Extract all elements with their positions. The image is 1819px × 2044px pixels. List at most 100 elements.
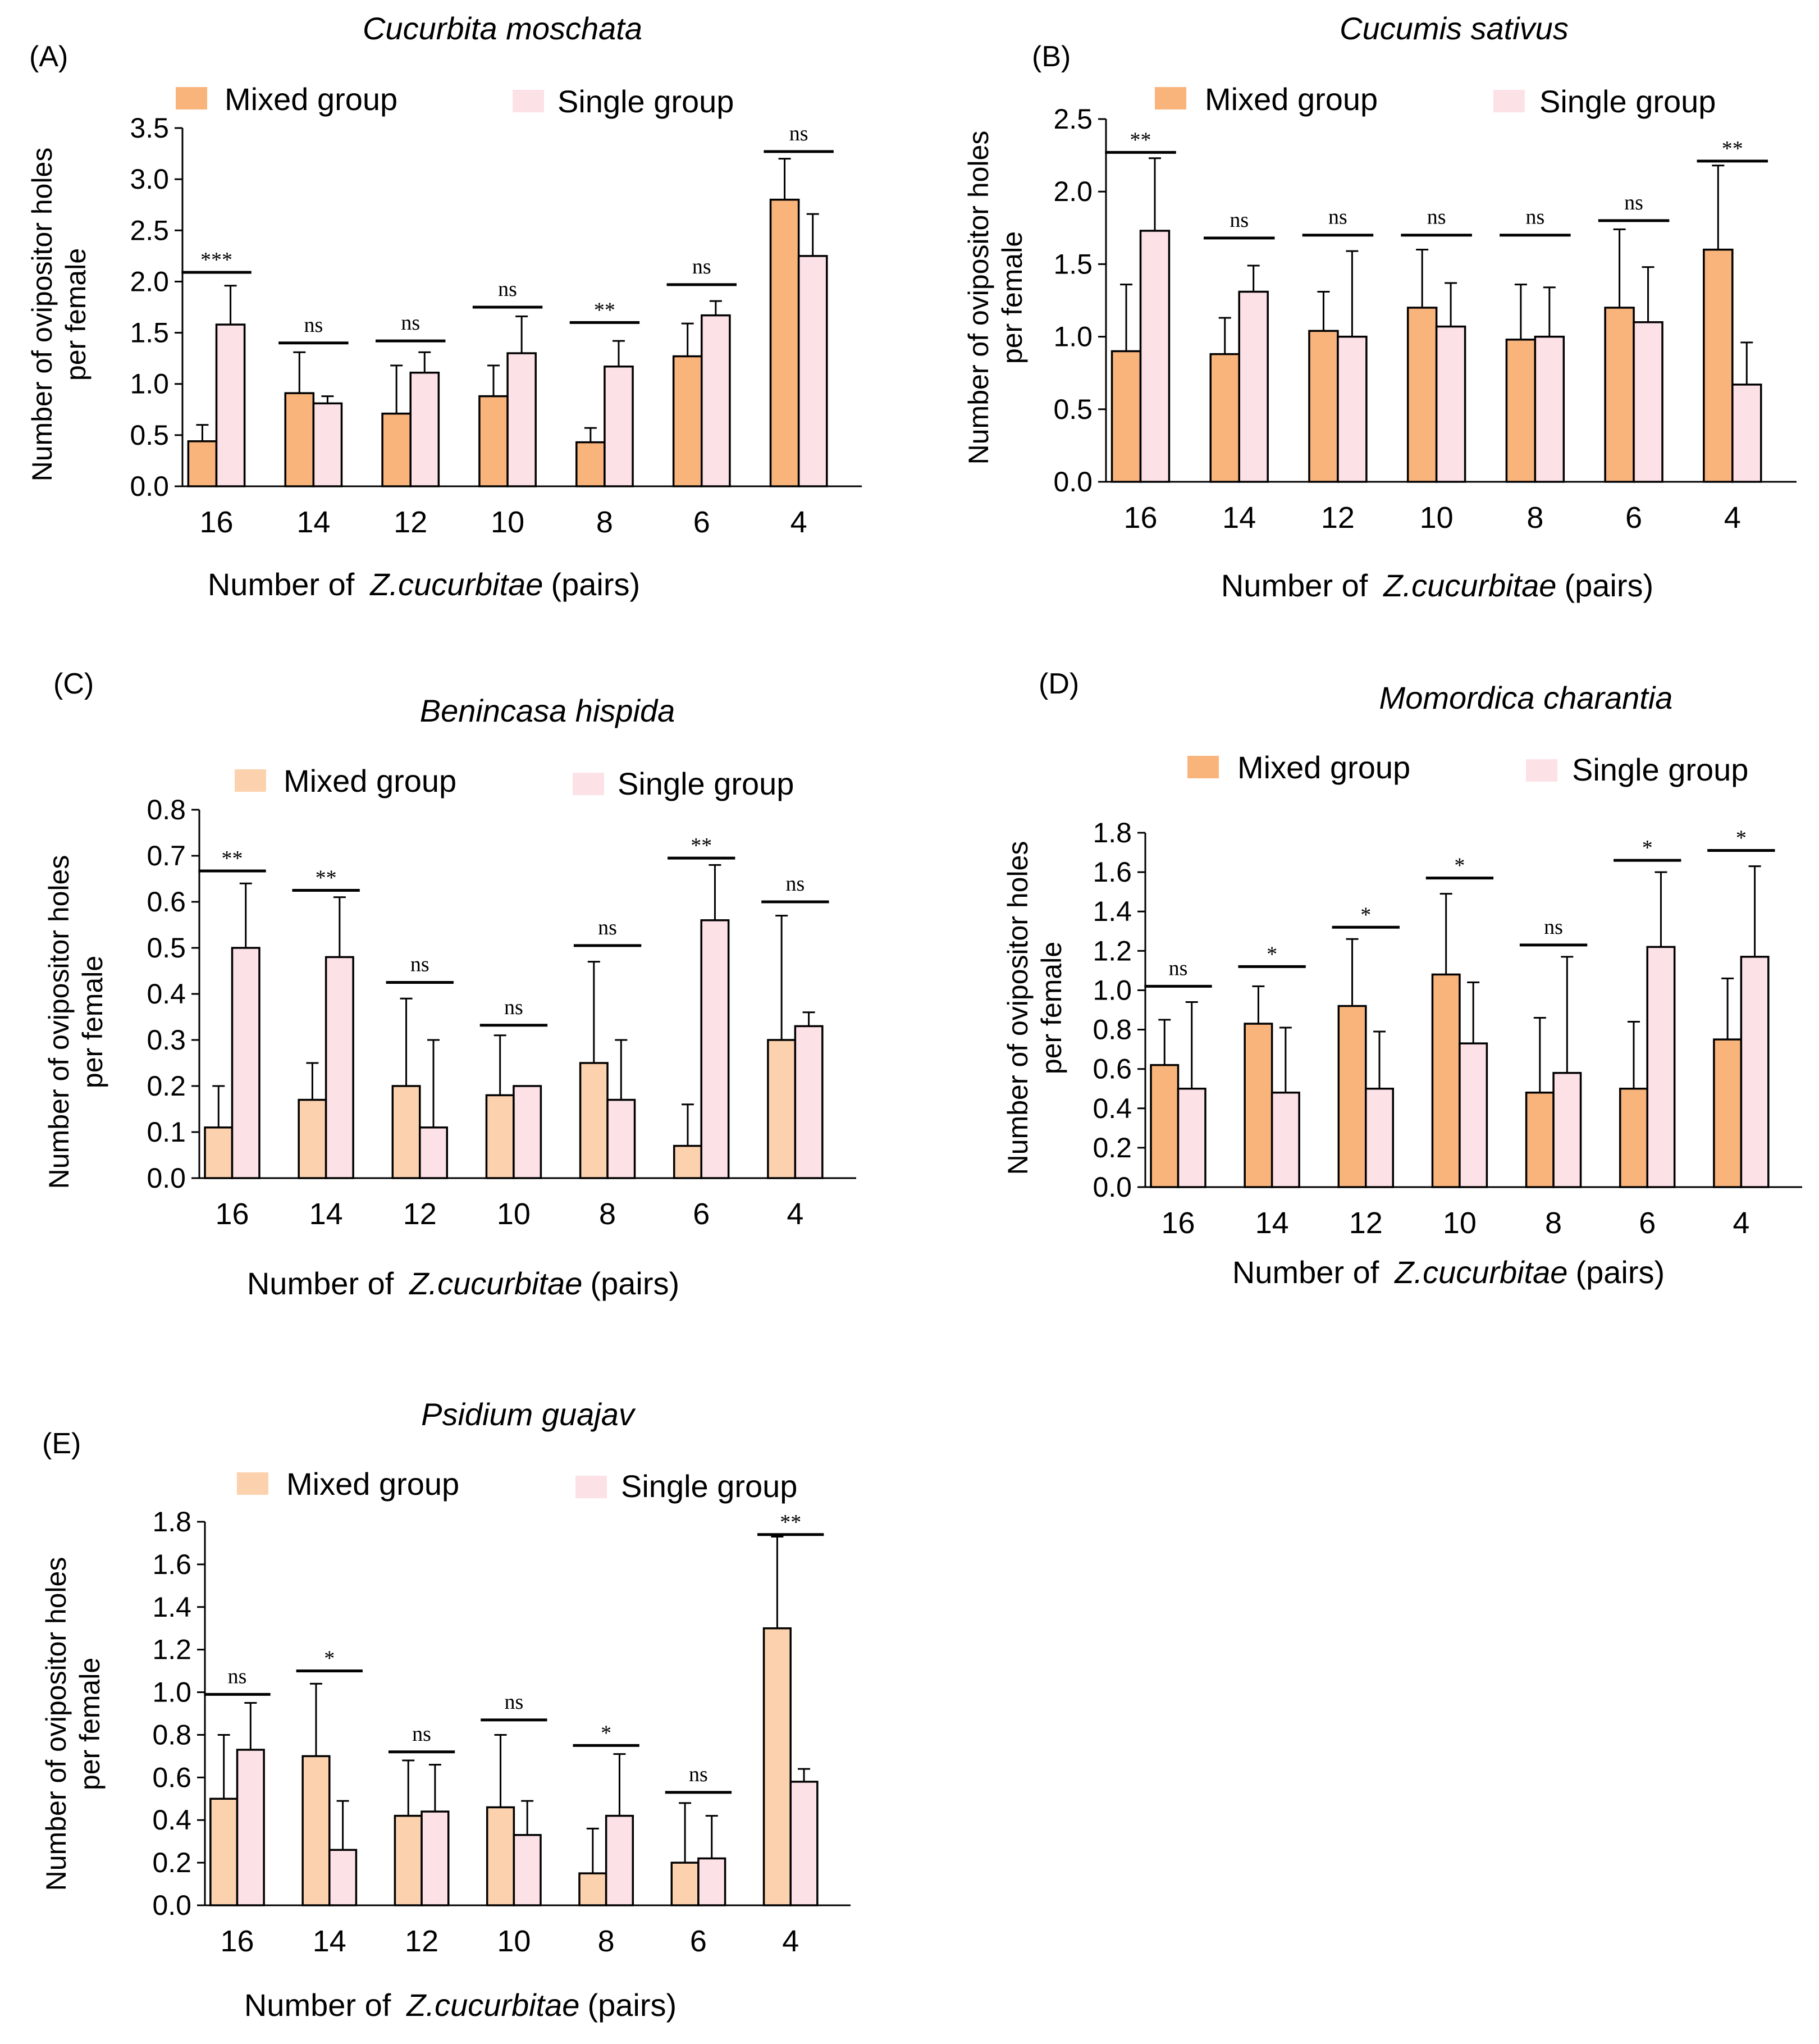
panel-title: Cucurbita moschata — [363, 11, 642, 46]
y-tick-label: 2.5 — [1053, 103, 1093, 135]
legend-single-label: Single group — [621, 1468, 797, 1504]
y-tick-label: 0.2 — [1093, 1132, 1132, 1164]
panel-title: Psidium guajav — [421, 1397, 636, 1432]
x-tick-label: 12 — [1349, 1206, 1383, 1240]
y-tick-label: 0.4 — [152, 1804, 191, 1836]
legend-single-label: Single group — [1539, 84, 1716, 119]
bar-mixed — [1703, 248, 1734, 483]
y-tick-label: 1.5 — [130, 317, 169, 349]
bar-mixed — [1308, 330, 1339, 483]
y-tick-label: 3.0 — [130, 163, 169, 195]
bar-mixed — [579, 1062, 609, 1179]
significance-label: ** — [1130, 128, 1151, 152]
y-tick-label: 1.4 — [152, 1591, 191, 1623]
y-tick-label: 1.0 — [1093, 974, 1132, 1006]
y-tick-label: 2.0 — [1053, 176, 1093, 207]
x-tick-label: 4 — [782, 1924, 799, 1958]
x-tick-label: 14 — [1255, 1206, 1289, 1240]
significance-label: ns — [1328, 206, 1347, 229]
y-tick-label: 1.6 — [152, 1549, 191, 1580]
plot-area: 0.0 0.5 1.0 1.5 2.0 2.5 3.0 3.5 16 *** 14 ns 12 ns 10 n… — [130, 112, 862, 539]
legend-single-swatch — [513, 90, 544, 112]
x-tick-label: 8 — [599, 1197, 616, 1231]
y-tick-label: 0.6 — [147, 886, 186, 918]
y-tick-label: 0.8 — [152, 1719, 191, 1750]
bar-single — [328, 1849, 358, 1906]
significance-label: ns — [228, 1664, 247, 1688]
x-axis-label: Number of Z.cucurbitae (pairs) — [1221, 568, 1653, 603]
significance-label: ** — [594, 298, 615, 322]
bar-single — [1139, 230, 1171, 483]
bar-mixed — [485, 1094, 515, 1179]
bar-mixed — [1431, 973, 1461, 1188]
y-tick-label: 0.4 — [1093, 1093, 1132, 1124]
y-tick-label: 0.2 — [147, 1070, 186, 1102]
legend-single-label: Single group — [1572, 752, 1748, 787]
bar-mixed — [394, 1814, 423, 1906]
y-tick-label: 2.0 — [130, 266, 169, 297]
bar-mixed — [486, 1806, 515, 1906]
x-tick-label: 14 — [296, 505, 330, 539]
bar-mixed — [391, 1085, 421, 1179]
y-tick-label: 0.8 — [1093, 1014, 1132, 1046]
significance-label: ns — [1544, 915, 1563, 939]
bar-mixed — [672, 355, 703, 487]
legend-mixed-label: Mixed group — [286, 1466, 459, 1502]
legend-mixed-swatch — [237, 1472, 268, 1495]
panel-title: Momordica charantia — [1379, 680, 1673, 715]
bar-single — [513, 1085, 542, 1179]
bar-single — [419, 1126, 449, 1179]
y-tick-label: 0.0 — [1053, 466, 1093, 498]
significance-label: * — [601, 1721, 611, 1745]
bar-mixed — [209, 1797, 239, 1906]
y-axis-label-line1: Number of ovipositor holes — [1002, 841, 1034, 1175]
bar-mixed — [1604, 307, 1635, 483]
x-tick-label: 16 — [215, 1197, 249, 1231]
y-tick-label: 1.6 — [1093, 856, 1132, 888]
plot-area: 0.0 0.2 0.4 0.6 0.8 1.0 1.2 1.4 1.6 1.8 16 ns 14 * 12 *… — [1093, 817, 1802, 1240]
bar-single — [1365, 1087, 1395, 1188]
bar-single — [421, 1810, 450, 1906]
x-tick-label: 8 — [596, 505, 613, 539]
panel-label: (E) — [42, 1427, 81, 1460]
bar-mixed — [1525, 1091, 1555, 1188]
significance-label: *** — [200, 248, 232, 272]
significance-label: ** — [222, 847, 243, 870]
legend-mixed-swatch — [176, 87, 207, 110]
bar-mixed — [1150, 1064, 1180, 1188]
bar-single — [215, 323, 246, 487]
bar-mixed — [767, 1039, 797, 1179]
x-tick-label: 6 — [1639, 1206, 1656, 1240]
y-tick-label: 1.0 — [1053, 321, 1093, 353]
y-axis-label-line2: per female — [997, 231, 1028, 364]
x-tick-label: 16 — [220, 1924, 254, 1958]
significance-label: * — [1642, 836, 1653, 860]
y-tick-label: 1.5 — [1053, 248, 1093, 280]
y-tick-label: 1.0 — [130, 368, 169, 400]
bar-mixed — [769, 198, 800, 487]
legend-mixed-swatch — [1187, 756, 1219, 778]
x-tick-label: 6 — [690, 1924, 707, 1958]
x-tick-label: 6 — [1625, 501, 1642, 535]
panel-label: (B) — [1032, 40, 1071, 73]
significance-label: ns — [304, 313, 323, 337]
x-tick-label: 4 — [1733, 1206, 1749, 1240]
bar-mixed — [575, 441, 606, 487]
significance-label: ns — [692, 255, 711, 279]
bar-mixed — [1505, 339, 1537, 483]
bar-mixed — [1713, 1038, 1743, 1188]
significance-label: ns — [598, 916, 617, 939]
significance-label: ns — [410, 953, 429, 977]
bar-mixed — [381, 412, 412, 487]
legend-single-swatch — [573, 773, 604, 795]
x-tick-label: 4 — [790, 505, 807, 539]
bar-mixed — [1406, 307, 1438, 483]
panel-c: (C) Benincasa hispida Mixed group Single… — [43, 668, 856, 1301]
y-tick-label: 0.5 — [1053, 394, 1093, 425]
y-tick-label: 0.7 — [147, 840, 186, 872]
legend-single-swatch — [1526, 759, 1557, 782]
y-tick-label: 2.5 — [130, 215, 169, 246]
bar-mixed — [478, 395, 509, 487]
x-tick-label: 4 — [787, 1197, 803, 1231]
legend-mixed-label: Mixed group — [1237, 750, 1410, 785]
